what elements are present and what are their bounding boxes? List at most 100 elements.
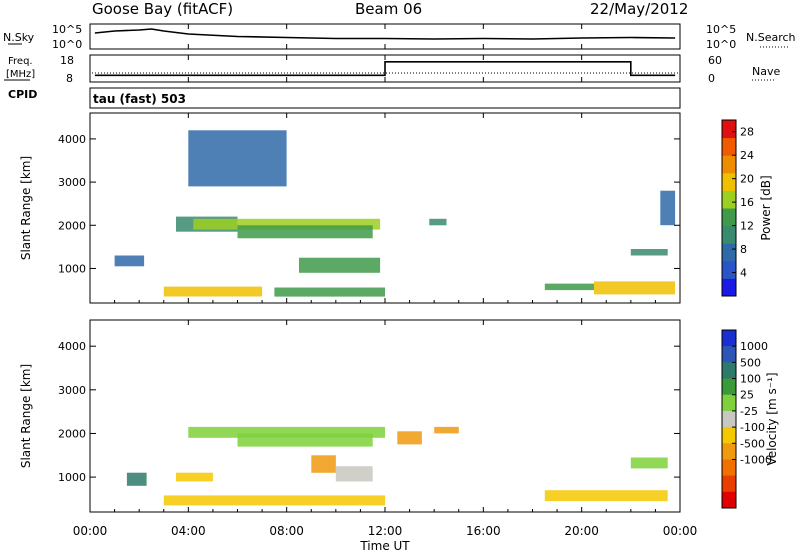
nave-label: Nave (752, 65, 780, 78)
velocity-colorbar-tick-label: -100 (740, 421, 765, 434)
velocity-colorbar-cell (722, 410, 736, 428)
noise-panel: N.Sky 10^5 10^0 10^5 10^0 N.Search (3, 23, 796, 51)
velocity-colorbar-tick-label: 100 (740, 373, 761, 386)
power-colorbar-tick-label: 16 (740, 196, 754, 209)
velocity-panel-frame (89, 319, 681, 513)
velocity-colorbar: 1000 500 100 25 -25 -100 -500 -1000 (721, 329, 772, 509)
velocity-panel: 1000 2000 3000 4000 Slant Range [km] 1000 50… (19, 319, 779, 513)
cpid-strip (89, 87, 681, 109)
velocity-colorbar-frame (721, 329, 737, 509)
velocity-colorbar-cell (722, 459, 736, 477)
noise-sky-series (94, 28, 676, 40)
data-patch-0 (114, 255, 145, 267)
noise-right-tick-top: 10^5 (706, 23, 736, 36)
power-colorbar-label: Power [dB] (759, 175, 773, 240)
nave-right-tick-bottom: 0 (708, 72, 715, 85)
freq-label-1: Freq. (8, 56, 33, 67)
power-data (114, 130, 676, 297)
data-patch-11 (429, 218, 447, 226)
velocity-colorbar-tick-label: 1000 (740, 340, 768, 353)
data-patch-4 (163, 495, 386, 506)
data-patch-0 (188, 426, 385, 438)
velocity-ylabel: Slant Range [km] (19, 364, 33, 468)
freq-panel: Freq. [MHz] CPID 18 8 60 0 Nave (4, 54, 780, 101)
data-patch-9 (630, 457, 668, 469)
y-tick-label: 4000 (58, 133, 86, 146)
y-tick-label: 4000 (58, 340, 86, 353)
y-tick-label: 1000 (58, 471, 86, 484)
power-colorbar-cell (722, 172, 736, 191)
y-tick-label: 3000 (58, 176, 86, 189)
x-tick-label: 00:00 (73, 524, 108, 538)
data-patch-3 (237, 225, 373, 239)
data-patch-10 (630, 249, 668, 256)
power-y-axis: 1000 2000 3000 4000 (58, 133, 680, 275)
data-patch-5 (163, 286, 263, 297)
data-patch-12 (660, 190, 676, 226)
velocity-colorbar-cell (722, 443, 736, 460)
power-colorbar-cell (722, 225, 736, 244)
time-axis-label: Time UT (359, 539, 410, 553)
data-patch-2 (311, 455, 336, 473)
noise-sky-label: N.Sky (3, 31, 35, 44)
x-tick-label: 00:00 (663, 524, 698, 538)
x-tick-label: 20:00 (564, 524, 599, 538)
velocity-y-axis: 1000 2000 3000 4000 (58, 340, 680, 484)
power-panel-frame (89, 112, 681, 304)
x-tick-label: 08:00 (269, 524, 304, 538)
power-colorbar-tick-label: 8 (740, 243, 747, 256)
velocity-colorbar-cell (722, 346, 736, 363)
beam-title: Beam 06 (355, 0, 422, 18)
data-patch-3 (176, 472, 213, 482)
power-colorbar-tick-label: 20 (740, 173, 754, 186)
freq-left-tick-top: 18 (60, 54, 74, 67)
velocity-data (126, 426, 668, 506)
velocity-colorbar-cell (722, 362, 736, 380)
x-tick-label: 04:00 (171, 524, 206, 538)
power-colorbar-tick-label: 24 (740, 149, 754, 162)
y-tick-label: 3000 (58, 384, 86, 397)
velocity-colorbar-cell (722, 378, 736, 396)
velocity-colorbar-cell (722, 330, 736, 347)
power-colorbar-cell (722, 278, 736, 297)
noise-right-tick-bottom: 10^0 (706, 38, 736, 51)
data-patch-9 (594, 281, 676, 295)
power-colorbar-frame (721, 119, 737, 297)
data-patch-5 (335, 466, 373, 482)
velocity-colorbar-label: Velocity [m s⁻¹] (765, 372, 779, 465)
freq-left-tick-bottom: 8 (66, 72, 73, 85)
cpid-label: CPID (8, 88, 37, 101)
power-colorbar-cell (722, 155, 736, 174)
data-patch-1 (237, 433, 373, 447)
power-panel: 1000 2000 3000 4000 Slant Range [km] 4 8 12 16… (19, 112, 773, 304)
data-patch-4 (299, 257, 381, 273)
noise-left-tick-top: 10^5 (52, 23, 82, 36)
y-tick-label: 2000 (58, 219, 86, 232)
power-colorbar-cell (722, 243, 736, 262)
data-patch-6 (274, 287, 385, 297)
nave-right-tick-top: 60 (708, 54, 722, 67)
noise-left-tick-bottom: 10^0 (52, 38, 82, 51)
power-colorbar-cell (722, 208, 736, 227)
data-patch-10 (126, 472, 147, 486)
time-axis: 00:00 04:00 08:00 12:00 16:00 20:00 00:00 (73, 24, 698, 538)
velocity-colorbar-tick-label: 500 (740, 356, 761, 369)
power-colorbar-cell (722, 190, 736, 209)
power-ylabel: Slant Range [km] (19, 156, 33, 260)
power-colorbar-cell (722, 120, 736, 139)
velocity-colorbar-cell (722, 491, 736, 509)
cpid-text: tau (fast) 503 (93, 92, 186, 106)
velocity-colorbar-tick-label: 25 (740, 389, 754, 402)
velocity-colorbar-tick-label: -25 (740, 405, 758, 418)
date-title: 22/May/2012 (590, 0, 688, 18)
y-tick-label: 2000 (58, 427, 86, 440)
freq-series (94, 61, 676, 77)
velocity-colorbar-cell (722, 475, 736, 493)
velocity-colorbar-cell (722, 394, 736, 412)
data-patch-7 (434, 426, 459, 434)
x-tick-label: 16:00 (466, 524, 501, 538)
velocity-colorbar-cell (722, 427, 736, 444)
freq-label-2: [MHz] (6, 69, 35, 80)
velocity-colorbar-tick-label: -500 (740, 437, 765, 450)
